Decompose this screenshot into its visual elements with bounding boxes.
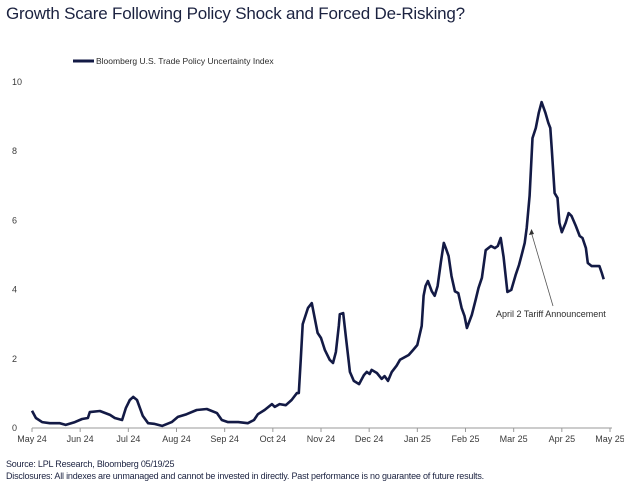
x-tick-label: Dec 24 bbox=[355, 434, 384, 444]
x-tick-label: Jul 24 bbox=[116, 434, 140, 444]
x-tick-label: Jan 25 bbox=[404, 434, 431, 444]
y-tick-label: 10 bbox=[12, 77, 22, 87]
annotation-label: April 2 Tariff Announcement bbox=[496, 309, 606, 319]
y-tick-label: 8 bbox=[12, 146, 17, 156]
chart-title: Growth Scare Following Policy Shock and … bbox=[6, 4, 465, 23]
y-tick-label: 2 bbox=[12, 354, 17, 364]
x-tick-label: Oct 24 bbox=[260, 434, 287, 444]
x-tick-label: Mar 25 bbox=[500, 434, 528, 444]
annotations: April 2 Tariff Announcement bbox=[496, 229, 606, 319]
y-tick-label: 0 bbox=[12, 423, 17, 433]
x-axis: May 24 Jun 24 Jul 24 Aug 24 Sep 24 Oct 24 Nov … bbox=[17, 427, 624, 444]
x-tick-label: Sep 24 bbox=[210, 434, 239, 444]
annotation-arrowhead bbox=[528, 229, 534, 236]
legend: Bloomberg U.S. Trade Policy Uncertainty … bbox=[73, 56, 274, 66]
source-note: Source: LPL Research, Bloomberg 05/19/25 bbox=[6, 459, 175, 469]
legend-label: Bloomberg U.S. Trade Policy Uncertainty … bbox=[96, 56, 274, 66]
y-axis: 0 2 4 6 8 10 bbox=[12, 77, 22, 433]
x-tick-label: Feb 25 bbox=[451, 434, 479, 444]
y-tick-label: 6 bbox=[12, 215, 17, 225]
x-tick-label: May 24 bbox=[17, 434, 47, 444]
x-tick-label: Nov 24 bbox=[307, 434, 336, 444]
disclosures-note: Disclosures: All indexes are unmanaged a… bbox=[6, 471, 484, 481]
x-tick-label: May 25 bbox=[595, 434, 624, 444]
x-tick-label: Jun 24 bbox=[67, 434, 94, 444]
x-tick-label: Apr 25 bbox=[549, 434, 576, 444]
x-tick-label: Aug 24 bbox=[162, 434, 191, 444]
annotation-arrow bbox=[531, 232, 554, 307]
series-line-trade-policy-uncertainty bbox=[30, 100, 605, 428]
y-tick-label: 4 bbox=[12, 285, 17, 295]
